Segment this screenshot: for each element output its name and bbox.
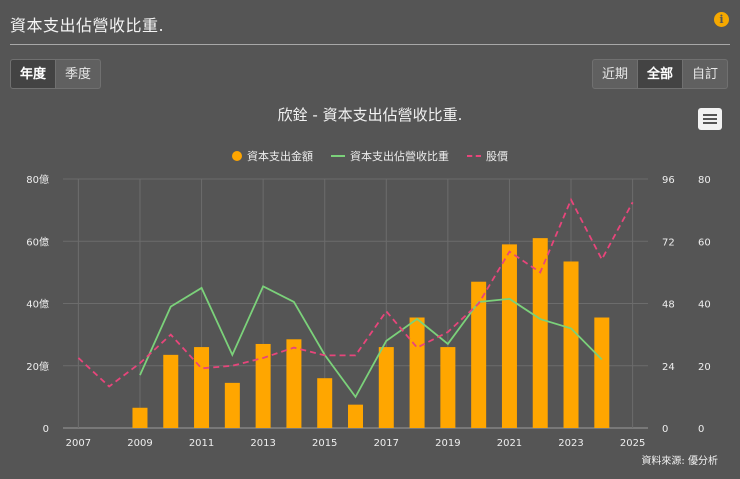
bar-capex [348,404,363,428]
x-tick-label: 2023 [558,438,583,449]
bar-capex [194,347,210,428]
legend: 資本支出金額 資本支出佔營收比重 股價 [0,148,740,164]
bar-capex [224,382,240,428]
legend-item-price[interactable]: 股價 [467,148,508,164]
legend-item-ratio[interactable]: 資本支出佔營收比重 [331,148,449,164]
bar-capex [471,281,487,428]
info-icon[interactable]: i [714,12,729,27]
bar-capex [317,378,333,428]
x-tick-label: 2025 [620,438,645,449]
line-stock-price [77,197,634,388]
quarterly-button[interactable]: 季度 [56,59,102,89]
x-tick-label: 2009 [127,438,152,449]
y-right-outer-tick-label: 60 [698,237,711,248]
range-toggle: 近期 全部 自訂 [591,59,728,89]
y-right-inner-tick-label: 96 [662,175,675,186]
legend-label-capex: 資本支出金額 [247,150,313,163]
y-right-outer-tick-label: 40 [698,300,711,311]
legend-label-price: 股價 [486,150,508,163]
y-left-tick-label: 60億 [26,235,49,248]
x-tick-label: 2013 [250,438,275,449]
page-title: 資本支出佔營收比重. [10,16,165,35]
chart-menu-icon[interactable] [698,108,722,130]
x-tick-label: 2011 [189,438,214,449]
y-right-inner-tick-label: 24 [662,362,675,373]
legend-item-capex[interactable]: 資本支出金額 [232,148,313,164]
bar-capex [132,407,148,428]
legend-line-icon [331,155,345,157]
recent-button[interactable]: 近期 [591,59,638,89]
x-tick-label: 2021 [497,438,522,449]
y-right-inner-tick-label: 48 [662,300,675,311]
period-toggle: 年度 季度 [10,59,102,89]
y-right-outer-tick-label: 80 [698,175,711,186]
data-source: 資料來源: 優分析 [641,456,718,467]
legend-dash-icon [467,155,481,157]
bar-capex [378,347,394,428]
legend-dot-icon [232,151,242,161]
annual-button[interactable]: 年度 [10,59,57,89]
y-right-inner-tick-label: 72 [662,237,675,248]
bar-capex [532,238,548,428]
x-tick-label: 2007 [66,438,91,449]
header: 資本支出佔營收比重. i [10,0,730,45]
bar-capex [501,244,517,428]
bar-capex [409,317,425,428]
custom-button[interactable]: 自訂 [682,59,728,89]
y-right-outer-tick-label: 0 [698,424,704,435]
y-left-tick-label: 40億 [26,298,49,311]
x-tick-label: 2015 [312,438,337,449]
bar-capex [440,347,456,428]
bar-capex [563,261,579,428]
bar-capex [594,317,610,428]
bar-capex [255,343,271,428]
y-right-inner-tick-label: 0 [662,424,668,435]
x-tick-label: 2019 [435,438,460,449]
y-right-outer-tick-label: 20 [698,362,711,373]
bar-capex [163,354,179,428]
line-capex-ratio [139,285,603,399]
bar-capex [286,339,302,428]
x-tick-label: 2017 [374,438,399,449]
legend-label-ratio: 資本支出佔營收比重 [350,150,449,163]
chart-title: 欣銓 - 資本支出佔營收比重. [277,106,463,124]
all-button[interactable]: 全部 [637,59,683,89]
y-left-tick-label: 0 [43,424,49,435]
y-left-tick-label: 20億 [26,360,49,373]
y-left-tick-label: 80億 [26,173,49,186]
